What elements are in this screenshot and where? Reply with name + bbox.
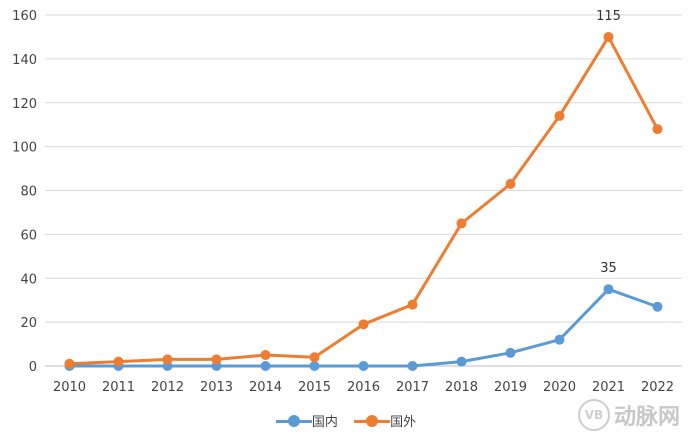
data-point[interactable]: [358, 361, 369, 371]
x-tick-label: 2018: [445, 380, 478, 395]
data-point[interactable]: [64, 358, 75, 369]
x-tick-label: 2014: [249, 380, 282, 395]
y-tick-label: 120: [12, 97, 37, 112]
y-tick-label: 20: [20, 316, 37, 331]
legend-swatch-domestic: [275, 414, 312, 427]
x-tick-label: 2012: [151, 380, 184, 395]
data-point[interactable]: [456, 218, 467, 229]
data-point[interactable]: [407, 361, 418, 371]
series-line-1: [69, 35, 659, 366]
y-tick-label: 40: [20, 272, 37, 287]
data-point[interactable]: [554, 334, 565, 345]
data-point[interactable]: [505, 178, 516, 189]
x-tick-label: 2013: [200, 380, 233, 395]
x-tick-label: 2020: [543, 380, 576, 395]
watermark: VB 动脉网: [577, 399, 680, 431]
legend-item-domestic[interactable]: 国内: [275, 411, 338, 430]
x-tick-label: 2010: [53, 380, 86, 395]
series-group: [64, 31, 663, 371]
data-point[interactable]: [162, 354, 173, 365]
y-tick-label: 60: [20, 228, 37, 243]
data-point[interactable]: [505, 347, 516, 358]
y-tick-label: 80: [20, 185, 37, 200]
x-tick-label: 2016: [347, 380, 380, 395]
data-point[interactable]: [309, 352, 320, 363]
x-tick-label: 2019: [494, 380, 527, 395]
data-point[interactable]: [407, 299, 418, 310]
y-tick-label: 140: [12, 53, 37, 68]
legend-label-domestic: 国内: [311, 415, 338, 430]
y-tick-label: 100: [12, 141, 37, 156]
vb-logo-icon: VB: [577, 399, 610, 431]
x-tick-label: 2011: [102, 380, 135, 395]
y-axis: 0 20 40 60 80 100 120 140 160: [12, 9, 37, 375]
watermark-text: 动脉网: [613, 405, 680, 430]
data-point[interactable]: [603, 31, 614, 42]
data-point[interactable]: [260, 361, 271, 371]
data-point[interactable]: [652, 124, 663, 135]
legend-label-foreign: 国外: [390, 415, 417, 430]
data-label: 115: [596, 9, 621, 24]
x-tick-label: 2015: [298, 380, 331, 395]
data-point[interactable]: [113, 356, 124, 367]
data-label: 35: [600, 261, 617, 276]
data-point[interactable]: [652, 301, 663, 312]
x-tick-label: 2021: [592, 380, 625, 395]
legend: 国内 国外: [0, 411, 692, 431]
data-point[interactable]: [603, 284, 614, 295]
x-axis: 2010 2011 2012 2013 2014 2015 2016 2017 2018 2019…: [53, 380, 674, 395]
y-tick-label: 160: [12, 9, 37, 24]
data-point[interactable]: [309, 361, 320, 371]
data-point[interactable]: [456, 356, 467, 367]
data-point[interactable]: [358, 319, 369, 330]
y-tick-label: 0: [29, 360, 37, 375]
x-tick-label: 2017: [396, 380, 429, 395]
x-tick-label: 2022: [641, 380, 674, 395]
data-point[interactable]: [211, 354, 222, 365]
legend-swatch-foreign: [354, 414, 391, 427]
data-point[interactable]: [260, 350, 271, 361]
gridlines: [45, 14, 682, 367]
legend-item-foreign[interactable]: 国外: [354, 411, 416, 430]
data-point[interactable]: [554, 110, 565, 121]
data-labels: 35 115: [596, 9, 621, 276]
